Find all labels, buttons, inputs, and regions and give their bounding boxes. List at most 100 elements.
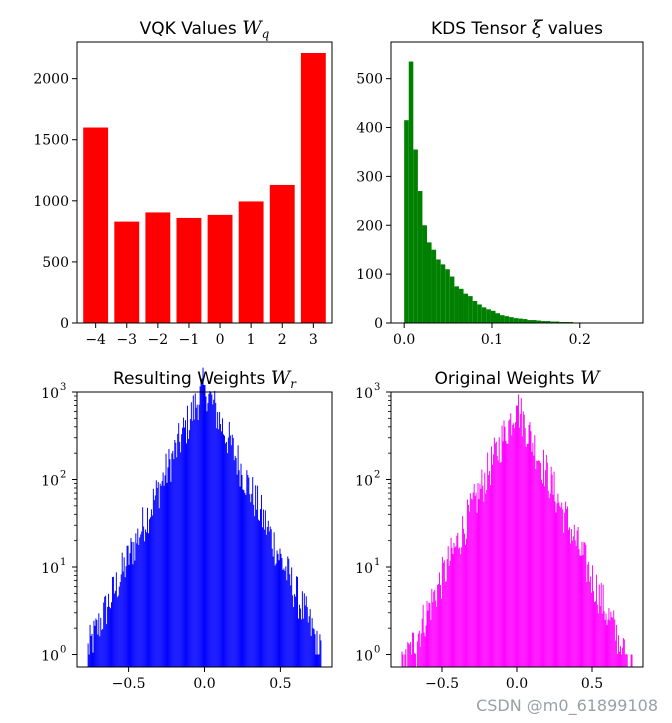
hist-bin bbox=[561, 502, 563, 667]
hist-bin bbox=[315, 654, 317, 667]
hist-bin bbox=[497, 460, 499, 667]
hist-bin bbox=[274, 565, 276, 667]
hist-bin bbox=[114, 590, 116, 667]
hist-bin bbox=[289, 574, 291, 667]
hist-bin bbox=[113, 593, 115, 667]
hist-bin bbox=[612, 617, 614, 667]
hist-bin bbox=[184, 427, 186, 667]
hist-bin bbox=[448, 565, 450, 667]
hist-bin bbox=[554, 321, 560, 323]
hist-bin bbox=[602, 584, 604, 667]
hist-bin bbox=[444, 581, 446, 667]
x-tick-label: 0.2 bbox=[569, 332, 591, 348]
hist-bin bbox=[95, 618, 97, 667]
hist-bin bbox=[121, 552, 123, 667]
hist-bin bbox=[463, 528, 465, 667]
hist-bin bbox=[522, 411, 524, 667]
hist-bin bbox=[97, 634, 99, 667]
x-tick-label: 0.0 bbox=[506, 676, 528, 692]
hist-bin bbox=[452, 553, 454, 667]
hist-bin bbox=[502, 441, 504, 667]
hist-bin bbox=[136, 543, 138, 667]
hist-bin bbox=[414, 653, 416, 667]
title-subscript: r bbox=[290, 377, 297, 391]
hist-bin bbox=[118, 586, 120, 667]
hist-bin bbox=[572, 536, 574, 667]
hist-bin bbox=[115, 572, 117, 667]
hist-bin bbox=[207, 403, 209, 667]
hist-bin bbox=[517, 394, 519, 667]
hist-bin bbox=[108, 593, 110, 667]
hist-bin bbox=[595, 574, 597, 667]
hist-bin bbox=[179, 441, 181, 667]
hist-bin bbox=[459, 547, 461, 667]
chart-title: KDS Tensor ξ values bbox=[431, 17, 603, 39]
hist-bin bbox=[429, 603, 431, 667]
hist-bin bbox=[294, 594, 296, 667]
hist-bin bbox=[105, 595, 107, 667]
hist-bin bbox=[160, 485, 162, 667]
hist-bin bbox=[596, 604, 598, 667]
hist-bin bbox=[488, 474, 490, 667]
y-tick-label: 10 bbox=[355, 386, 373, 402]
hist-bin bbox=[199, 386, 201, 667]
hist-bin bbox=[153, 500, 155, 667]
hist-bin bbox=[264, 510, 266, 667]
hist-bin bbox=[553, 471, 555, 667]
y-tick-label: 500 bbox=[42, 255, 69, 271]
hist-bin bbox=[582, 554, 584, 667]
x-tick-label: 0.0 bbox=[393, 332, 415, 348]
hist-bin bbox=[494, 443, 496, 667]
hist-bin bbox=[259, 520, 261, 667]
hist-bin bbox=[499, 462, 501, 667]
hist-bin bbox=[110, 608, 111, 667]
hist-bin bbox=[161, 481, 163, 667]
hist-bin bbox=[618, 635, 620, 667]
hist-bin bbox=[260, 509, 261, 667]
hist-bin bbox=[190, 402, 192, 667]
hist-bin bbox=[590, 576, 592, 667]
hist-bin bbox=[615, 640, 617, 667]
hist-bin bbox=[205, 396, 207, 667]
hist-bin bbox=[442, 562, 444, 667]
hist-bin bbox=[587, 564, 589, 667]
hist-bin bbox=[471, 499, 473, 667]
hist-bin bbox=[107, 606, 109, 667]
hist-bin bbox=[94, 625, 96, 667]
hist-bin bbox=[147, 507, 149, 667]
hist-bin bbox=[317, 654, 319, 667]
hist-bin bbox=[185, 443, 187, 667]
hist-bin bbox=[463, 293, 469, 323]
hist-bin bbox=[445, 269, 450, 323]
hist-bin bbox=[268, 531, 270, 667]
hist-bin bbox=[238, 470, 240, 667]
hist-bin bbox=[217, 412, 219, 667]
hist-bin bbox=[299, 608, 301, 667]
hist-bin bbox=[180, 452, 182, 667]
x-tick-label: 0.0 bbox=[193, 676, 215, 692]
hist-bin bbox=[506, 443, 508, 667]
hist-bin bbox=[446, 559, 448, 667]
hist-bin bbox=[470, 498, 472, 667]
x-tick-label: −0.5 bbox=[112, 676, 146, 692]
hist-bin bbox=[275, 563, 277, 667]
hist-bin bbox=[230, 445, 232, 667]
hist-bin bbox=[279, 548, 281, 667]
hist-bin bbox=[404, 654, 406, 667]
hist-bin bbox=[504, 316, 510, 323]
hist-bin bbox=[164, 475, 166, 667]
hist-bin bbox=[156, 487, 158, 667]
hist-bin bbox=[476, 512, 478, 667]
hist-bin bbox=[191, 420, 193, 667]
hist-bin bbox=[542, 483, 543, 667]
hist-bin bbox=[432, 602, 434, 667]
hist-bin bbox=[510, 413, 512, 667]
hist-bin bbox=[440, 264, 446, 323]
bar--3 bbox=[114, 221, 140, 323]
hist-bin bbox=[469, 493, 471, 667]
y-tick-label: 100 bbox=[356, 267, 383, 283]
hist-bin bbox=[477, 483, 479, 667]
hist-bin bbox=[256, 509, 258, 667]
hist-bin bbox=[518, 427, 520, 667]
